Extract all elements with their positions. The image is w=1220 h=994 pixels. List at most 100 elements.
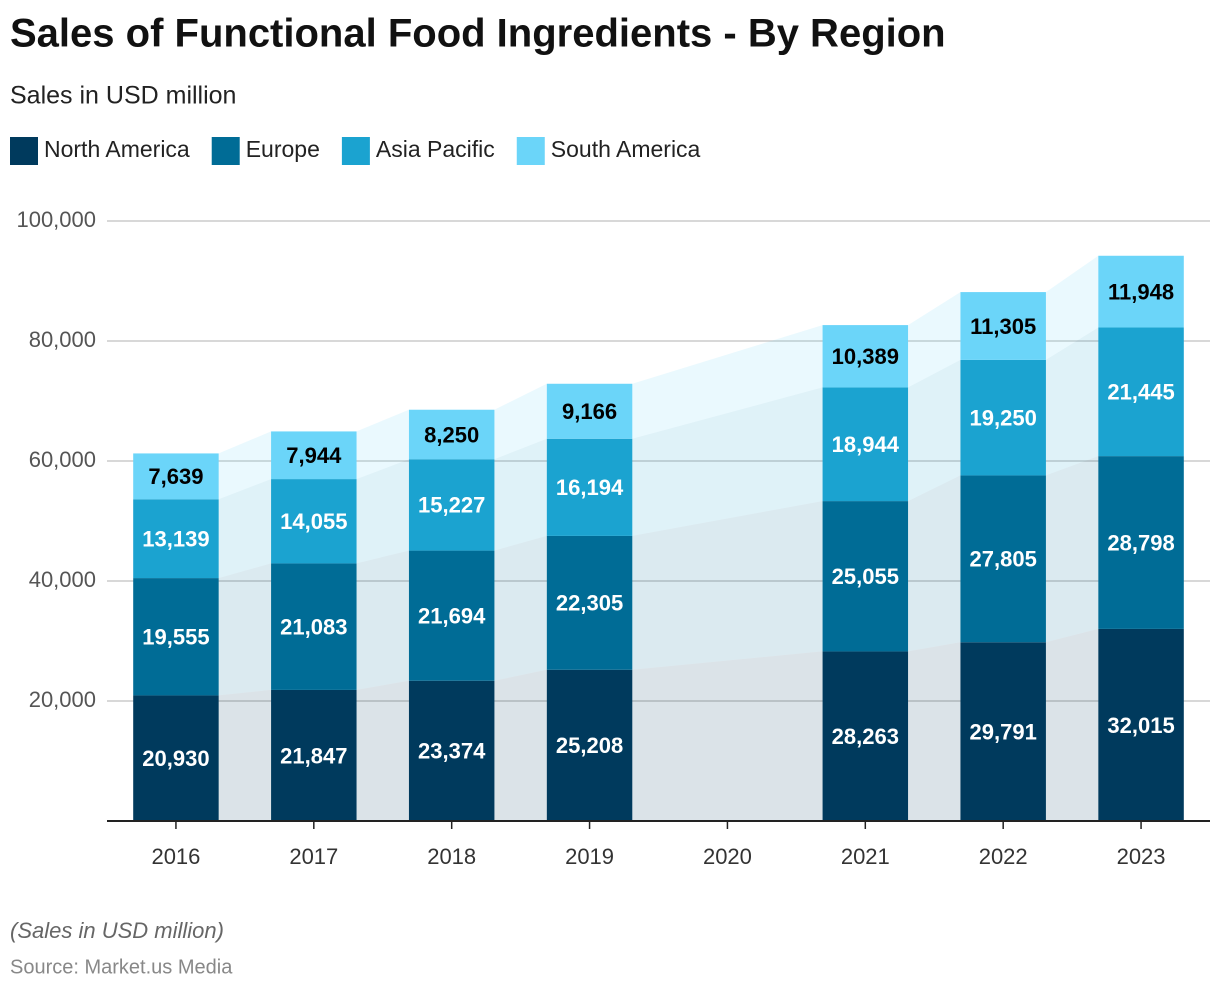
connector-band — [1045, 456, 1099, 643]
x-tick-label: 2021 — [841, 844, 890, 869]
y-tick-label: 60,000 — [29, 447, 96, 472]
data-label: 23,374 — [418, 739, 486, 764]
bar-segment — [1098, 327, 1184, 457]
legend-label: North America — [44, 136, 190, 162]
data-label: 29,791 — [970, 719, 1037, 744]
data-label: 8,250 — [424, 422, 479, 447]
data-label: 10,389 — [832, 344, 899, 369]
connector-band — [494, 383, 547, 460]
connector-band — [218, 479, 272, 579]
data-label: 16,194 — [556, 475, 624, 500]
y-tick-label: 40,000 — [29, 567, 96, 592]
data-label: 7,944 — [286, 443, 342, 468]
connector-band — [218, 689, 272, 821]
bar-segment — [408, 409, 495, 460]
connector-band — [494, 535, 547, 681]
connector-band — [632, 651, 823, 821]
legend-swatch — [10, 137, 38, 165]
data-label: 11,305 — [970, 314, 1036, 339]
bar-segment — [822, 501, 909, 652]
connector-band — [908, 292, 961, 388]
data-label: 7,639 — [148, 464, 203, 489]
legend-swatch — [341, 137, 370, 165]
connector-band — [356, 459, 409, 564]
bar-segment — [546, 438, 633, 536]
bar-segment — [546, 535, 633, 670]
data-label: 21,694 — [418, 603, 486, 628]
x-tick-label: 2019 — [565, 844, 614, 869]
bar-segment — [1098, 628, 1184, 821]
bar-segment — [133, 578, 219, 696]
y-tick-label: 100,000 — [16, 207, 96, 232]
bar-segment — [822, 325, 909, 388]
data-label: 25,055 — [832, 564, 899, 589]
data-label: 19,250 — [970, 405, 1037, 430]
connector-band — [218, 563, 272, 696]
y-tick-label: 20,000 — [29, 687, 96, 712]
legend-label: South America — [551, 136, 701, 162]
connector-band — [356, 550, 409, 690]
x-tick-label: 2023 — [1117, 844, 1166, 869]
source: Source: Market.us Media — [10, 956, 233, 978]
bar-segment — [408, 680, 495, 821]
connector-band — [356, 409, 409, 480]
bar-segment — [546, 669, 633, 821]
connector-band — [1045, 628, 1099, 821]
data-label: 9,166 — [562, 399, 617, 424]
legend-swatch — [516, 137, 545, 165]
x-tick-label: 2018 — [427, 844, 476, 869]
data-label: 13,139 — [142, 526, 209, 551]
bar-segment — [133, 499, 219, 579]
bar-segment — [1098, 456, 1184, 629]
data-label: 28,798 — [1107, 530, 1174, 555]
connector-band — [908, 475, 961, 652]
x-tick-label: 2016 — [151, 844, 200, 869]
bar-segment — [133, 695, 219, 821]
data-label: 21,847 — [280, 743, 347, 768]
bar-segment — [271, 563, 357, 690]
x-tick-label: 2017 — [289, 844, 338, 869]
data-label: 32,015 — [1107, 713, 1174, 738]
bar-segment — [408, 550, 495, 681]
connector-band — [356, 680, 409, 821]
legend-swatch — [211, 137, 240, 165]
bar-segment — [271, 689, 357, 821]
bar-segment — [960, 292, 1046, 360]
chart-subtitle: Sales in USD million — [10, 82, 236, 110]
connector-band — [494, 438, 547, 551]
data-label: 28,263 — [832, 724, 899, 749]
data-label: 21,445 — [1107, 380, 1174, 405]
bar-segment — [960, 642, 1046, 821]
bar-segment — [822, 651, 909, 821]
bar-segment — [271, 479, 357, 564]
data-label: 20,930 — [142, 746, 209, 771]
bar-segment — [133, 453, 219, 500]
data-label: 25,208 — [556, 733, 623, 758]
connector-band — [494, 669, 547, 821]
data-label: 21,083 — [280, 614, 347, 639]
connector-band — [632, 501, 823, 670]
connector-band — [218, 431, 272, 500]
connector-band — [1045, 255, 1099, 360]
connector-band — [1045, 327, 1099, 476]
bar-segment — [960, 475, 1046, 643]
data-label: 18,944 — [832, 432, 900, 457]
data-label: 27,805 — [970, 547, 1037, 572]
x-tick-label: 2020 — [703, 844, 752, 869]
chart-title: Sales of Functional Food Ingredients - B… — [10, 12, 946, 56]
legend-label: Asia Pacific — [376, 136, 495, 162]
footnote: (Sales in USD million) — [10, 918, 224, 943]
connector-band — [908, 359, 961, 502]
data-label: 15,227 — [418, 493, 485, 518]
bar-segment — [271, 431, 357, 480]
data-label: 19,555 — [142, 625, 209, 650]
bar-segment — [546, 383, 633, 439]
data-label: 14,055 — [280, 509, 347, 534]
bar-segment — [960, 359, 1046, 476]
bar-segment — [1098, 255, 1184, 328]
y-tick-label: 80,000 — [29, 327, 96, 352]
bar-segment — [822, 387, 909, 502]
connector-band — [632, 387, 823, 536]
legend-label: Europe — [246, 136, 320, 162]
